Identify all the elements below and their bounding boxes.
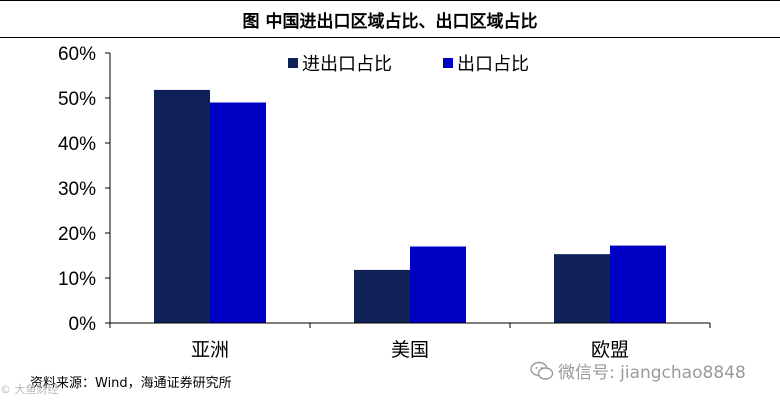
legend-swatch bbox=[288, 58, 298, 68]
y-tick-label: 60% bbox=[58, 44, 96, 65]
x-tick-label: 欧盟 bbox=[591, 339, 629, 361]
wechat-icon bbox=[530, 361, 554, 380]
bar bbox=[154, 89, 210, 324]
bar bbox=[554, 254, 610, 323]
bar bbox=[354, 269, 410, 323]
bar bbox=[410, 246, 466, 323]
legend-swatch bbox=[443, 58, 453, 68]
watermark-text: 微信号: jiangchao8848 bbox=[558, 363, 746, 383]
watermark-left: © 大鱼财经 bbox=[0, 383, 59, 396]
bar bbox=[210, 102, 266, 323]
y-tick-label: 40% bbox=[58, 134, 96, 155]
chart-title: 图 中国进出口区域占比、出口区域占比 bbox=[0, 0, 780, 38]
bar bbox=[610, 245, 666, 323]
y-tick-label: 10% bbox=[58, 269, 96, 290]
source-note: 资料来源：Wind，海通证券研究所 bbox=[30, 376, 232, 391]
y-tick-label: 0% bbox=[69, 314, 97, 335]
legend-label: 进出口占比 bbox=[302, 54, 392, 75]
x-tick-label: 美国 bbox=[391, 339, 429, 361]
x-tick-label: 亚洲 bbox=[191, 339, 229, 361]
y-tick-label: 50% bbox=[58, 89, 96, 110]
bar-chart: 0% 10% 20% 30% 40% 50% 60% 亚洲 美国 欧盟 进出口占比 出口占比 bbox=[58, 44, 711, 361]
y-tick-label: 30% bbox=[58, 179, 96, 200]
y-tick-label: 20% bbox=[58, 224, 96, 245]
legend-label: 出口占比 bbox=[457, 54, 529, 75]
wechat-watermark: 微信号: jiangchao8848 bbox=[530, 358, 746, 383]
